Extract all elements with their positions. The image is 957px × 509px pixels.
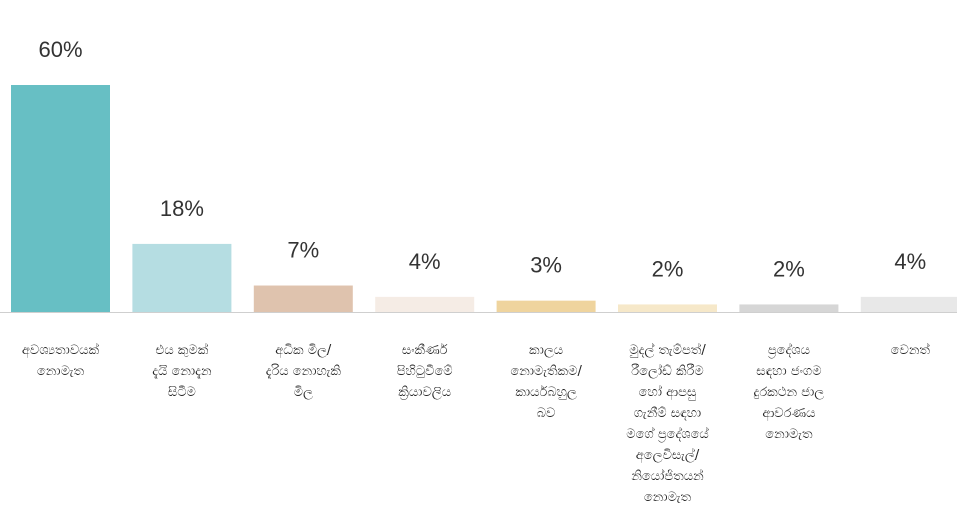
value-label: 2% xyxy=(652,256,684,281)
value-label: 60% xyxy=(38,37,82,62)
value-label: 4% xyxy=(894,249,926,274)
bar xyxy=(860,296,957,312)
value-label: 18% xyxy=(160,196,204,221)
value-label: 7% xyxy=(287,238,319,263)
bar xyxy=(132,243,232,312)
x-tick-label: අධික මිල/ දැරිය නොහැකි මිල xyxy=(265,343,341,400)
bar xyxy=(739,304,839,312)
x-tick-label: කාලය නොමැතිකම/ කාර්යබහුල බව xyxy=(510,343,582,421)
bar xyxy=(11,85,110,312)
x-tick-label: අවශ්‍යතාවයක් නොමැත xyxy=(21,343,100,379)
x-tick-label: එය කුමක් දැයි නොදැන සිටීම xyxy=(152,343,212,400)
value-label: 4% xyxy=(409,249,441,274)
x-tick-label: වෙනත් xyxy=(890,343,930,358)
x-tick-label: මුදල් තැම්පත්/ රීලෝඩ් කිරීම හෝ ආපසු ගැනී… xyxy=(626,343,709,505)
value-label: 3% xyxy=(530,253,562,278)
x-tick-label: ප්‍රදේශය සඳහා ජංගම දුරකථන ජාල ආවරණය නොමැ… xyxy=(753,343,825,442)
x-tick-label: සංකීර්ණ පිහිටුවීමේ ක්‍රියාවලිය xyxy=(396,343,453,400)
bar xyxy=(253,285,353,312)
bar xyxy=(375,296,475,312)
value-label: 2% xyxy=(773,256,805,281)
bar xyxy=(496,300,596,312)
bar xyxy=(618,304,717,312)
